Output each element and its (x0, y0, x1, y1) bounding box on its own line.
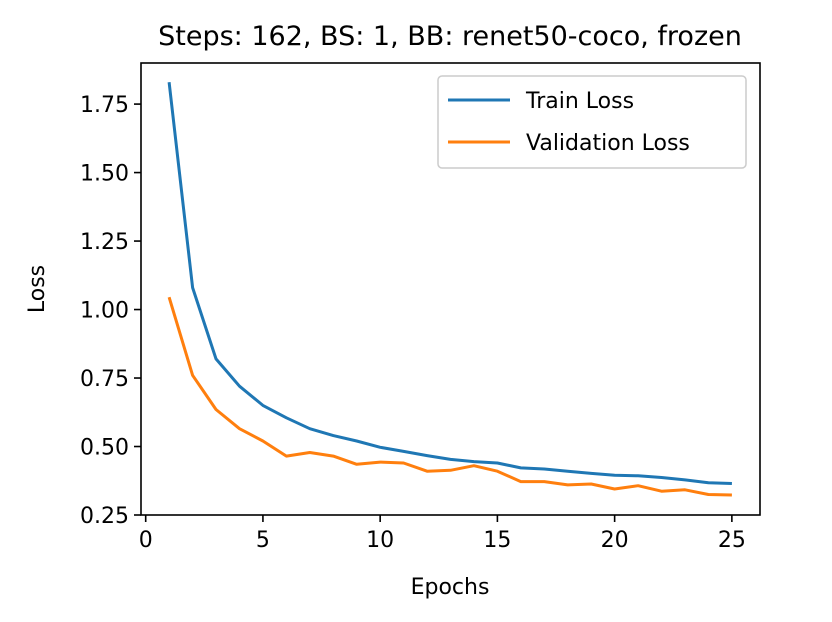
series-line-validation-loss (167, 296, 732, 497)
x-tick-label: 0 (139, 528, 153, 553)
y-tick-label: 0.75 (80, 367, 129, 392)
x-tick-label: 5 (256, 528, 270, 553)
series-layer (167, 82, 732, 497)
legend-label-train-loss: Train Loss (525, 89, 634, 114)
x-tick-label: 10 (366, 528, 394, 553)
y-axis-label: Loss (25, 265, 50, 313)
legend-box (437, 75, 747, 169)
y-tick-label: 1.50 (80, 162, 129, 187)
x-tick-label: 15 (483, 528, 511, 553)
y-tick-label: 1.75 (80, 93, 129, 118)
x-axis-label: Epochs (411, 575, 490, 600)
x-tick-label: 20 (601, 528, 629, 553)
series-line-train-loss (167, 82, 732, 485)
ticks-layer: 0 5 10 15 20 25 0.25 0.50 0.75 1.00 1.25 1.50 1.75 (80, 93, 746, 553)
y-tick-label: 0.25 (80, 504, 129, 529)
y-tick-label: 1.25 (80, 230, 129, 255)
plot-frame (140, 62, 761, 516)
legend: Train Loss Validation Loss (437, 75, 747, 169)
y-tick-label: 1.00 (80, 299, 129, 324)
legend-label-validation-loss: Validation Loss (526, 131, 690, 156)
chart-title: Steps: 162, BS: 1, BB: renet50-coco, fro… (158, 21, 742, 52)
x-tick-label: 25 (718, 528, 746, 553)
y-tick-label: 0.50 (80, 436, 129, 461)
